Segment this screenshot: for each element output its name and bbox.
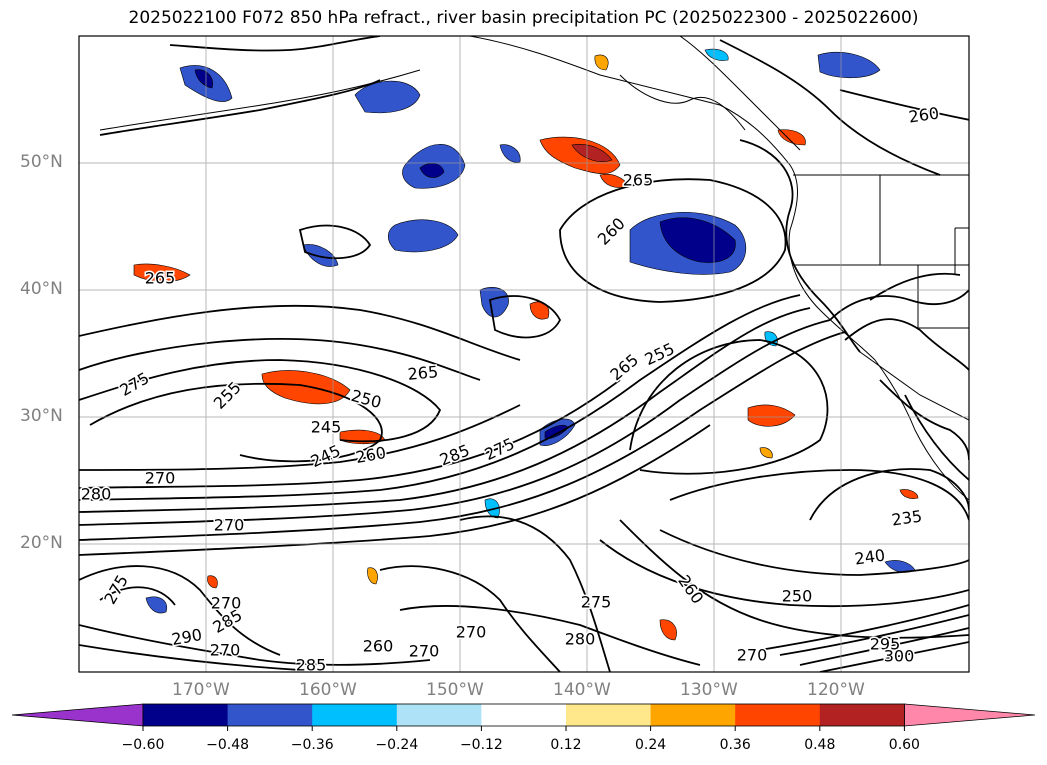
contour-label: 300	[884, 647, 915, 666]
lon-label-130w: 130°W	[680, 680, 738, 700]
map-plot-area: 260 265 260 265 265 275 255 250 245 245 260 285 275 2…	[79, 36, 969, 675]
contour-label: 275	[100, 572, 132, 608]
contour-label-layer: 260 265 260 265 265 275 255 250 245 245 260 285 275 2…	[79, 102, 942, 675]
negative-anomaly-fill	[145, 48, 916, 614]
contour-label: 265	[407, 362, 439, 384]
colorbar-tick-label: −0.24	[375, 737, 419, 753]
colorbar-tick-label: −0.36	[290, 737, 334, 753]
lon-label-170w: 170°W	[172, 680, 230, 700]
contour-label: 260	[354, 443, 387, 467]
colorbar-extend-high	[904, 703, 1036, 727]
colorbar-tick-label: 0.12	[550, 737, 582, 753]
lon-label-160w: 160°W	[299, 680, 357, 700]
lat-label-50n: 50°N	[20, 152, 63, 172]
refractivity-contours	[79, 36, 969, 672]
contour-label: 260	[907, 103, 940, 126]
lat-label-30n: 30°N	[20, 406, 63, 426]
contour-label: 255	[210, 378, 245, 413]
colorbar-segment	[650, 704, 736, 726]
colorbar-segment	[566, 704, 652, 726]
lat-label-40n: 40°N	[20, 279, 63, 299]
contour-label: 270	[737, 646, 768, 665]
map-title: 2025022100 F072 850 hPa refract., river …	[128, 8, 919, 28]
contour-label: 270	[211, 594, 242, 613]
contour-label: 260	[594, 214, 629, 249]
colorbar-tick-label: −0.48	[206, 737, 250, 753]
contour-label: 285	[296, 656, 327, 675]
contour-label: 265	[623, 171, 654, 190]
coastlines	[99, 36, 969, 501]
colorbar-segment	[227, 704, 313, 726]
colorbar-segment	[312, 704, 398, 726]
contour-label: 275	[117, 368, 153, 400]
contour-label: 285	[437, 441, 472, 470]
lon-label-120w: 120°W	[807, 680, 865, 700]
contour-label: 280	[81, 485, 112, 504]
lon-label-140w: 140°W	[553, 680, 611, 700]
map-frame	[78, 35, 970, 673]
colorbar-tick-label: 0.60	[888, 737, 920, 753]
colorbar-segment	[396, 704, 482, 726]
colorbar-extend-low	[11, 703, 144, 727]
contour-label: 275	[581, 593, 612, 612]
contour-label: 270	[210, 641, 241, 660]
contour-label: 270	[409, 642, 440, 661]
colorbar-segment	[143, 704, 229, 726]
colorbar-tick-label: 0.24	[635, 737, 667, 753]
contour-label: 260	[674, 571, 707, 607]
contour-label: 255	[642, 339, 678, 369]
contour-label: 265	[607, 350, 643, 384]
contour-label: 240	[853, 545, 886, 568]
colorbar-frame	[142, 703, 905, 727]
colorbar-tick-label: −0.12	[459, 737, 503, 753]
map-gridlines	[79, 36, 969, 672]
colorbar-segment	[481, 704, 567, 726]
colorbar-tick-label: 0.48	[804, 737, 836, 753]
contour-label: 295	[870, 635, 901, 654]
colorbar-tick-label: 0.36	[719, 737, 751, 753]
colorbar-tick-label: −0.60	[121, 737, 165, 753]
contour-label: 270	[214, 516, 245, 535]
contour-label: 260	[363, 637, 394, 656]
contour-label: 245	[308, 441, 344, 471]
contour-label: 250	[782, 587, 813, 606]
colorbar	[11, 703, 1036, 731]
colorbar-segment	[819, 704, 905, 726]
positive-anomaly-fill	[133, 54, 919, 641]
lat-label-20n: 20°N	[20, 533, 63, 553]
contour-label: 270	[456, 623, 487, 642]
contour-label: 290	[170, 625, 203, 649]
contour-label: 270	[145, 469, 176, 488]
contour-label: 250	[349, 386, 383, 412]
contour-label: 265	[145, 269, 176, 288]
contour-label: 245	[311, 418, 342, 437]
colorbar-segment	[735, 704, 821, 726]
contour-label: 280	[565, 630, 596, 649]
lon-label-150w: 150°W	[426, 680, 484, 700]
contour-label: 235	[890, 506, 923, 529]
